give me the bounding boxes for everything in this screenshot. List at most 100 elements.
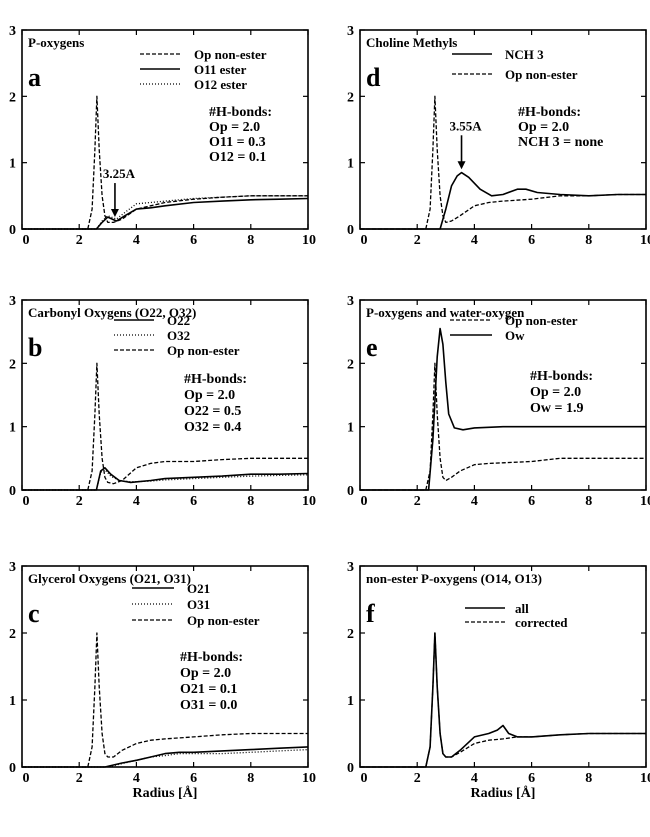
hbonds-line: O31 = 0.0 xyxy=(180,698,237,713)
y-tick-label: 2 xyxy=(347,627,354,642)
x-tick-label: 0 xyxy=(361,494,368,509)
panel-f: 0 2 4 6 8 10 0 1 2 3 non-ester P-oxygens (O14, O13… xyxy=(347,560,650,801)
x-tick-label: 4 xyxy=(471,771,478,786)
x-tick-label: 10 xyxy=(302,494,316,509)
hbonds-line: Ow = 1.9 xyxy=(530,401,583,416)
panel-b: 0 2 4 6 8 10 0 1 2 3 Carbonyl Oxygens (O22, O32) b O… xyxy=(9,294,316,509)
hbonds-header: #H-bonds: xyxy=(209,105,272,120)
y-tick-label: 2 xyxy=(9,90,16,105)
y-tick-label: 0 xyxy=(9,484,16,499)
hbonds-line: Op = 2.0 xyxy=(209,120,260,135)
x-tick-label: 6 xyxy=(190,233,197,248)
panel-title: P-oxygens and water-oxygen xyxy=(366,305,525,320)
x-axis-label: Radius [Å] xyxy=(133,785,198,801)
x-tick-label: 4 xyxy=(133,233,140,248)
y-tick-label: 0 xyxy=(9,223,16,238)
x-tick-label: 2 xyxy=(76,233,83,248)
x-tick-label: 6 xyxy=(528,233,535,248)
x-tick-label: 8 xyxy=(247,233,254,248)
legend-label: all xyxy=(515,601,529,616)
x-tick-label: 4 xyxy=(133,494,140,509)
y-tick-label: 1 xyxy=(347,157,354,172)
hbonds-line: Op = 2.0 xyxy=(180,666,231,681)
legend-label: NCH 3 xyxy=(505,47,544,62)
series-line-op-non-ester xyxy=(22,362,308,491)
panel-c: 0 2 4 6 8 10 0 1 2 3 Glycerol Oxygens (O21, O31) c O… xyxy=(9,560,316,801)
x-tick-label: 0 xyxy=(23,233,30,248)
series-line-all xyxy=(360,632,646,768)
panel-title: non-ester P-oxygens (O14, O13) xyxy=(366,571,542,586)
x-tick-label: 6 xyxy=(528,771,535,786)
x-tick-label: 0 xyxy=(23,494,30,509)
x-tick-label: 8 xyxy=(247,494,254,509)
hbonds-line: O12 = 0.1 xyxy=(209,150,266,165)
panel-title: Glycerol Oxygens (O21, O31) xyxy=(28,571,191,586)
panel-letter: a xyxy=(28,63,41,92)
y-tick-label: 1 xyxy=(347,694,354,709)
hbonds-line: O32 = 0.4 xyxy=(184,420,241,435)
panel-frame xyxy=(21,299,309,491)
panel-title: Choline Methyls xyxy=(366,35,457,50)
series-line-nch-3 xyxy=(360,171,646,230)
panel-e: 0 2 4 6 8 10 0 1 2 3 P-oxygens and water-oxygen e Op… xyxy=(347,294,650,509)
legend-label: Op non-ester xyxy=(187,613,260,628)
panel-letter: f xyxy=(366,599,375,628)
legend-label: O12 ester xyxy=(194,77,247,92)
y-tick-label: 0 xyxy=(347,761,354,776)
panel-frame xyxy=(359,29,647,230)
x-tick-label: 2 xyxy=(76,771,83,786)
legend-label: Ow xyxy=(505,328,525,343)
series-line-o31 xyxy=(22,748,309,768)
hbonds-line: Op = 2.0 xyxy=(184,388,235,403)
x-tick-label: 8 xyxy=(585,771,592,786)
y-tick-label: 3 xyxy=(347,294,354,309)
legend-label: O22 xyxy=(167,313,190,328)
x-tick-label: 8 xyxy=(247,771,254,786)
series-line-o32 xyxy=(22,469,309,491)
x-tick-label: 2 xyxy=(414,233,421,248)
x-tick-label: 6 xyxy=(190,771,197,786)
y-tick-label: 2 xyxy=(9,627,16,642)
x-tick-label: 10 xyxy=(640,771,650,786)
x-tick-label: 4 xyxy=(133,771,140,786)
series-line-o22 xyxy=(22,466,309,491)
y-tick-label: 3 xyxy=(347,560,354,575)
legend-label: Op non-ester xyxy=(505,313,578,328)
series-line-op-non-ester xyxy=(360,362,646,491)
legend-label: Op non-ester xyxy=(194,47,267,62)
series-line-corrected xyxy=(360,632,646,768)
annotation-label: 3.55A xyxy=(449,118,482,133)
legend-label: corrected xyxy=(515,615,568,630)
x-tick-label: 10 xyxy=(302,771,316,786)
x-tick-label: 4 xyxy=(471,233,478,248)
x-tick-label: 4 xyxy=(471,494,478,509)
y-tick-label: 0 xyxy=(9,761,16,776)
legend-label: Op non-ester xyxy=(167,343,240,358)
panel-title: Carbonyl Oxygens (O22, O32) xyxy=(28,305,196,320)
hbonds-header: #H-bonds: xyxy=(184,372,247,387)
series-line-op-non-ester xyxy=(22,95,308,230)
panel-frame xyxy=(359,299,647,491)
panel-title: P-oxygens xyxy=(28,35,84,50)
x-tick-label: 8 xyxy=(585,494,592,509)
panel-letter: e xyxy=(366,333,378,362)
hbonds-header: #H-bonds: xyxy=(530,369,593,384)
hbonds-header: #H-bonds: xyxy=(180,650,243,665)
x-tick-label: 2 xyxy=(76,494,83,509)
series-line-o21 xyxy=(22,746,309,768)
x-tick-label: 8 xyxy=(585,233,592,248)
y-tick-label: 0 xyxy=(347,223,354,238)
y-tick-label: 2 xyxy=(9,357,16,372)
hbonds-line: O21 = 0.1 xyxy=(180,682,237,697)
x-tick-label: 0 xyxy=(361,233,368,248)
x-tick-label: 10 xyxy=(302,233,316,248)
annotation-arrow-head xyxy=(110,209,119,218)
series-line-op-non-ester xyxy=(22,632,308,768)
legend-label: O31 xyxy=(187,597,210,612)
y-tick-label: 3 xyxy=(9,24,16,39)
panel-frame xyxy=(359,565,647,768)
x-tick-label: 2 xyxy=(414,771,421,786)
hbonds-line: O22 = 0.5 xyxy=(184,404,241,419)
y-tick-label: 3 xyxy=(347,24,354,39)
x-tick-label: 0 xyxy=(23,771,30,786)
